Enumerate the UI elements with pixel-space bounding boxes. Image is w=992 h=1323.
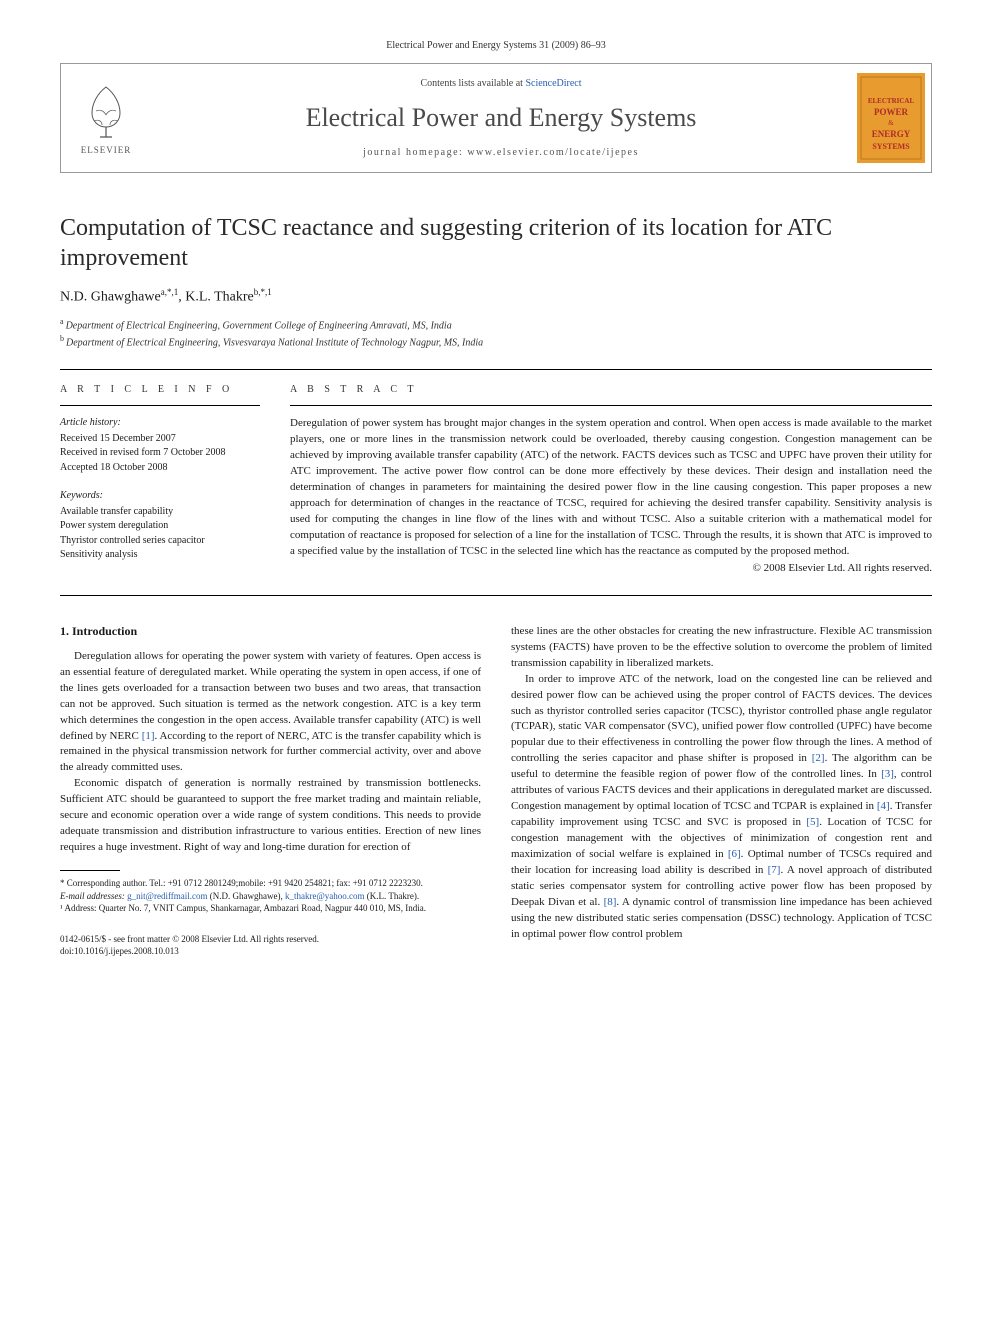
abstract-column: A B S T R A C T Deregulation of power sy… (290, 384, 932, 577)
svg-text:&: & (888, 119, 894, 127)
intro-p4: In order to improve ATC of the network, … (511, 672, 932, 943)
front-matter-line: 0142-0615/$ - see front matter © 2008 El… (60, 933, 481, 945)
publisher-logo-block: ELSEVIER (61, 64, 151, 172)
cover-image-icon: ELECTRICAL POWER & ENERGY SYSTEMS (857, 73, 925, 163)
body-columns: 1. Introduction Deregulation allows for … (60, 624, 932, 957)
svg-text:ELECTRICAL: ELECTRICAL (868, 97, 915, 105)
contents-available: Contents lists available at ScienceDirec… (420, 78, 581, 89)
ref-link-8[interactable]: [8] (604, 896, 617, 908)
ref-link-7[interactable]: [7] (768, 864, 781, 876)
ref-link-3[interactable]: [3] (881, 768, 894, 780)
affiliation-a-sup: a (60, 317, 64, 326)
article-info-label: A R T I C L E I N F O (60, 384, 260, 395)
author-1-name: N.D. Ghawghawe (60, 290, 161, 305)
contents-prefix: Contents lists available at (420, 78, 525, 89)
header-center: Contents lists available at ScienceDirec… (151, 64, 851, 172)
article-info-column: A R T I C L E I N F O Article history: R… (60, 384, 260, 577)
affiliation-a: aDepartment of Electrical Engineering, G… (60, 316, 932, 334)
footnote-separator (60, 870, 120, 871)
intro-p4a: In order to improve ATC of the network, … (511, 673, 932, 765)
rule-bottom (60, 595, 932, 596)
article-history: Article history: Received 15 December 20… (60, 416, 260, 475)
publisher-label: ELSEVIER (81, 145, 132, 155)
keyword-1: Available transfer capability (60, 505, 260, 520)
ref-link-1[interactable]: [1] (142, 730, 155, 742)
affiliations: aDepartment of Electrical Engineering, G… (60, 316, 932, 352)
affiliation-b-sup: b (60, 334, 64, 343)
author-2-name: K.L. Thakre (185, 290, 254, 305)
ref-link-6[interactable]: [6] (728, 848, 741, 860)
body-column-left: 1. Introduction Deregulation allows for … (60, 624, 481, 957)
ref-link-5[interactable]: [5] (806, 816, 819, 828)
authors: N.D. Ghawghawea,*,1, K.L. Thakreb,*,1 (60, 287, 932, 306)
journal-homepage: journal homepage: www.elsevier.com/locat… (363, 147, 639, 158)
email-link-2[interactable]: k_thakre@yahoo.com (285, 891, 365, 901)
history-head: Article history: (60, 416, 260, 431)
abstract-copyright: © 2008 Elsevier Ltd. All rights reserved… (290, 562, 932, 574)
footnote-emails: E-mail addresses: g_nit@rediffmail.com (… (60, 890, 481, 903)
keywords-block: Keywords: Available transfer capability … (60, 489, 260, 563)
top-citation: Electrical Power and Energy Systems 31 (… (60, 40, 932, 51)
sciencedirect-link[interactable]: ScienceDirect (525, 78, 581, 89)
email-who-2: (K.L. Thakre). (365, 891, 420, 901)
svg-text:SYSTEMS: SYSTEMS (872, 142, 910, 151)
bottom-meta: 0142-0615/$ - see front matter © 2008 El… (60, 933, 481, 957)
affiliation-b: bDepartment of Electrical Engineering, V… (60, 333, 932, 351)
intro-p1a: Deregulation allows for operating the po… (60, 650, 481, 742)
affiliation-a-text: Department of Electrical Engineering, Go… (66, 320, 452, 331)
history-line-2: Received in revised form 7 October 2008 (60, 446, 260, 461)
keywords-head: Keywords: (60, 489, 260, 504)
article-title: Computation of TCSC reactance and sugges… (60, 213, 932, 273)
cover-thumbnail: ELECTRICAL POWER & ENERGY SYSTEMS (851, 64, 931, 172)
intro-heading: 1. Introduction (60, 624, 481, 639)
keyword-2: Power system deregulation (60, 519, 260, 534)
body-column-right: these lines are the other obstacles for … (511, 624, 932, 957)
affiliation-b-text: Department of Electrical Engineering, Vi… (66, 338, 483, 349)
intro-p1: Deregulation allows for operating the po… (60, 649, 481, 777)
svg-text:POWER: POWER (874, 107, 909, 117)
doi-line: doi:10.1016/j.ijepes.2008.10.013 (60, 945, 481, 957)
abstract-text: Deregulation of power system has brought… (290, 416, 932, 559)
history-line-3: Accepted 18 October 2008 (60, 461, 260, 476)
info-rule (60, 405, 260, 406)
intro-p2: Economic dispatch of generation is norma… (60, 776, 481, 856)
history-line-1: Received 15 December 2007 (60, 432, 260, 447)
journal-name: Electrical Power and Energy Systems (306, 103, 697, 133)
footnote-address: ¹ Address: Quarter No. 7, VNIT Campus, S… (60, 902, 481, 915)
abstract-rule (290, 405, 932, 406)
author-2-sup: b,*,1 (254, 287, 272, 297)
email-who-1: (N.D. Ghawghawe), (208, 891, 285, 901)
keyword-4: Sensitivity analysis (60, 548, 260, 563)
author-1-sup: a,*,1 (161, 287, 179, 297)
email-link-1[interactable]: g_nit@rediffmail.com (127, 891, 207, 901)
footnote-corresponding: * Corresponding author. Tel.: +91 0712 2… (60, 877, 481, 890)
intro-p3: these lines are the other obstacles for … (511, 624, 932, 672)
info-abstract-row: A R T I C L E I N F O Article history: R… (60, 370, 932, 595)
svg-text:ENERGY: ENERGY (872, 129, 911, 139)
email-label: E-mail addresses: (60, 891, 125, 901)
keyword-3: Thyristor controlled series capacitor (60, 534, 260, 549)
footnotes: * Corresponding author. Tel.: +91 0712 2… (60, 877, 481, 915)
abstract-label: A B S T R A C T (290, 384, 932, 395)
journal-header: ELSEVIER Contents lists available at Sci… (60, 63, 932, 173)
ref-link-4[interactable]: [4] (877, 800, 890, 812)
ref-link-2[interactable]: [2] (812, 752, 825, 764)
elsevier-tree-icon (76, 81, 136, 141)
